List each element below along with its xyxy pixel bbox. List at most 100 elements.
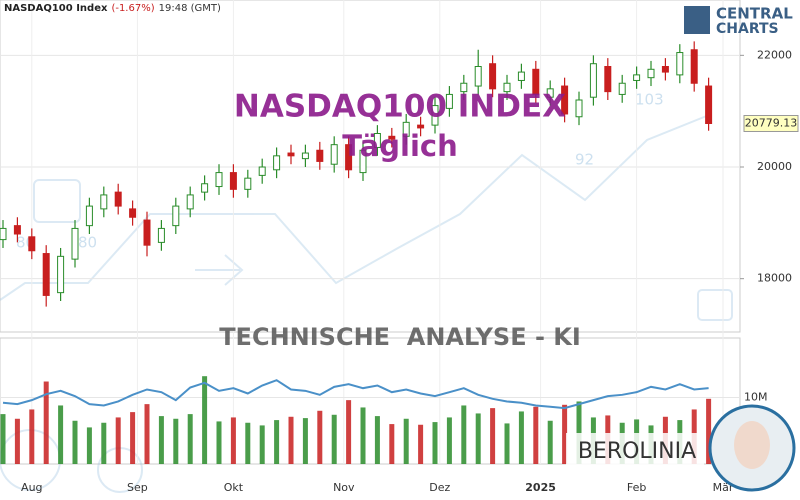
volume-bar: [706, 398, 712, 464]
bg-label: 92: [575, 151, 594, 169]
x-tick-label: Feb: [627, 481, 646, 494]
y-tick-label: 22000: [757, 48, 792, 61]
candle-body: [532, 68, 540, 95]
candle-body: [604, 66, 612, 93]
volume-bar: [86, 427, 92, 464]
volume-bar: [504, 423, 510, 464]
bg-label: 80: [78, 234, 97, 252]
volume-bar: [216, 421, 222, 464]
candle-body: [373, 133, 381, 148]
candle-body: [345, 144, 353, 171]
logo-icon: [684, 6, 710, 34]
volume-bar: [130, 412, 136, 464]
candle-body: [301, 152, 309, 160]
volume-bar: [58, 405, 64, 464]
volume-average: [2, 379, 709, 410]
volume-bar: [346, 400, 352, 464]
volume-bar: [562, 404, 568, 464]
volume-bar: [274, 420, 280, 464]
candle-body: [503, 82, 511, 93]
candle-body: [28, 236, 36, 252]
brand: BEROLINIA: [578, 439, 696, 464]
candle-body: [244, 177, 252, 190]
volume-bar: [547, 420, 553, 464]
candle-body: [273, 155, 281, 171]
avatar-face: [734, 421, 770, 469]
volume-bar: [245, 422, 251, 464]
volume-bar: [360, 407, 366, 464]
volume-bar: [302, 418, 308, 464]
candle-body: [229, 172, 237, 190]
candle-body: [71, 227, 79, 260]
watermark-period: Täglich: [342, 129, 458, 163]
last-price-label: 20779.13: [745, 117, 798, 130]
candle-body: [633, 74, 641, 81]
candle-body: [618, 82, 626, 95]
header-time: 19:48 (GMT): [159, 3, 221, 14]
watermark-title: NASDAQ100 INDEX: [234, 89, 566, 125]
y-tick-label: 20000: [757, 160, 792, 173]
candle-body: [561, 85, 569, 115]
candle-body: [589, 63, 597, 98]
brand-box: [566, 433, 704, 469]
watermark-analysis: TECHNISCHE ANALYSE - KI: [219, 323, 581, 351]
logo-line2: CHARTS: [716, 21, 779, 37]
volume-bar: [158, 416, 164, 464]
volume-bar: [490, 408, 496, 464]
volume-bar: [389, 424, 395, 464]
candle-body: [287, 152, 295, 157]
price-panel: [0, 0, 741, 333]
candle-body: [143, 219, 151, 246]
candle-body: [57, 255, 65, 294]
candle-body: [517, 71, 525, 81]
volume-bar: [533, 406, 539, 464]
last-price-box: [743, 115, 799, 133]
volume-bar: [202, 376, 208, 464]
volume-bar: [403, 418, 409, 464]
candle-body: [201, 183, 209, 193]
y-tick-label: 10M: [744, 390, 768, 403]
candle-body: [129, 208, 137, 218]
candle-body: [460, 82, 468, 93]
candle-body: [445, 93, 453, 109]
candle-body: [157, 227, 165, 243]
volume-bar: [432, 422, 438, 464]
candle-body: [402, 121, 410, 137]
volume-bar: [576, 401, 582, 464]
volume-bar: [72, 420, 78, 464]
candle-body: [85, 205, 93, 227]
header: NASDAQ100 Index (-1.67%) 19:48 (GMT): [4, 3, 221, 14]
volume-bar: [317, 410, 323, 464]
candle-body: [316, 149, 324, 162]
volume-bar: [418, 424, 424, 464]
candle-body: [42, 253, 50, 296]
x-tick-label: Okt: [224, 481, 244, 494]
candle-body: [388, 135, 396, 140]
candle-body: [575, 99, 583, 118]
candle-body: [431, 105, 439, 126]
volume-bar: [518, 411, 524, 464]
candle-body: [0, 227, 7, 241]
x-tick-label: Sep: [127, 481, 148, 494]
volume-bar: [101, 422, 107, 464]
candle-body: [172, 205, 180, 227]
volume-bar: [374, 416, 380, 464]
volume-bar: [187, 414, 193, 464]
x-tick-label: Dez: [429, 481, 450, 494]
bg-label: 103: [635, 91, 664, 109]
candle-body: [489, 63, 497, 90]
candle-body: [215, 172, 223, 188]
candle-body: [661, 66, 669, 73]
volume-bar: [115, 417, 121, 464]
header-name: NASDAQ100 Index: [4, 3, 108, 14]
candle-body: [186, 194, 194, 210]
candle-body: [546, 88, 554, 98]
candle-body: [705, 85, 713, 125]
candle-body: [647, 68, 655, 79]
volume-bar: [29, 409, 35, 464]
header-change: (-1.67%): [111, 3, 154, 14]
volume-bar: [144, 404, 150, 464]
candle-body: [330, 144, 338, 165]
candle-body: [114, 191, 122, 207]
